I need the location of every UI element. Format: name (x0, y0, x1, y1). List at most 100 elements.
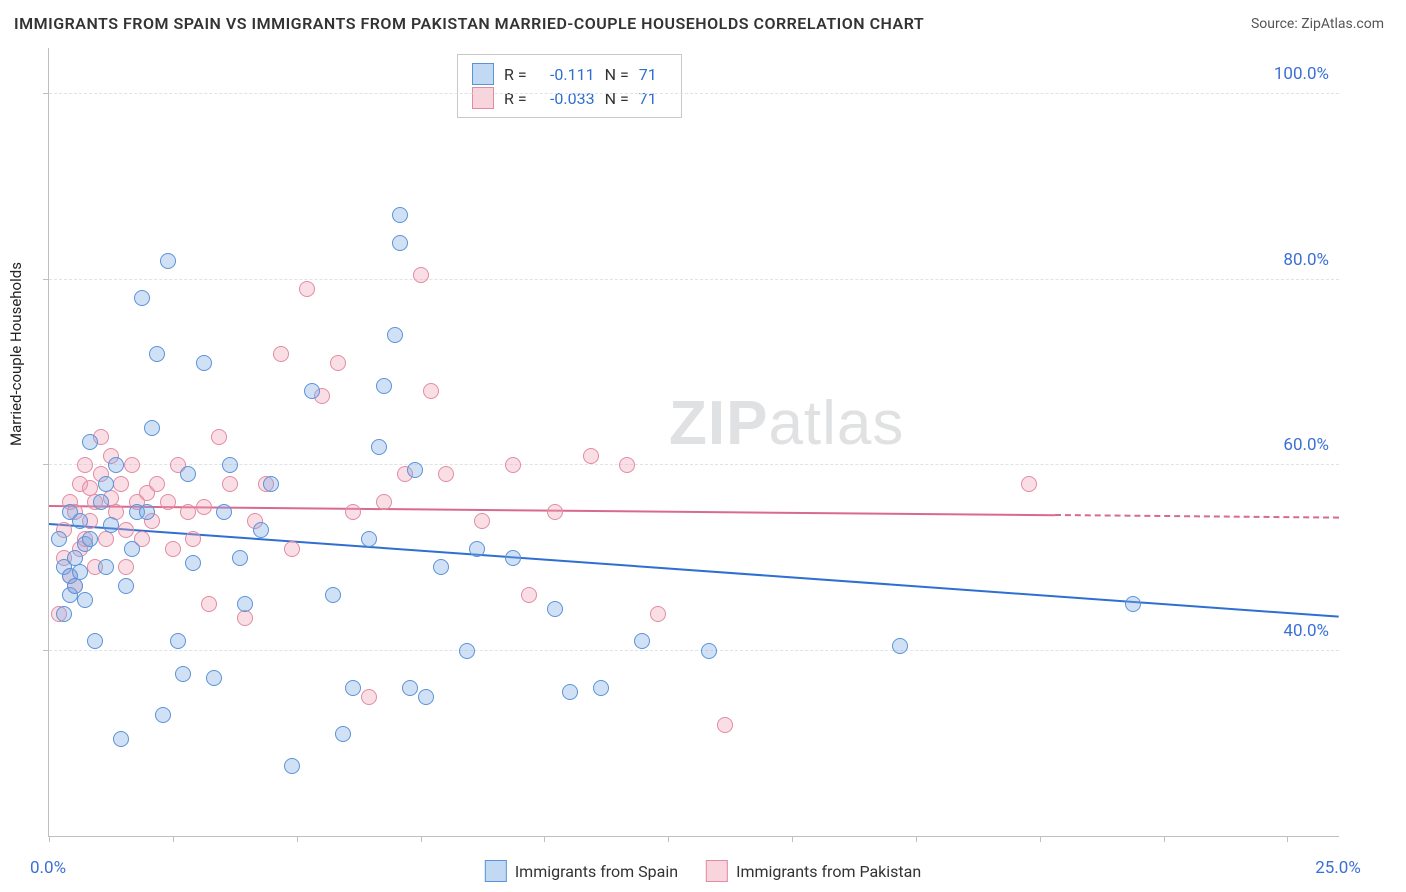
data-point (387, 327, 403, 343)
data-point (273, 346, 289, 362)
data-point (1021, 476, 1037, 492)
y-tick-label: 60.0% (1283, 435, 1329, 455)
data-point (185, 531, 201, 547)
data-point (149, 476, 165, 492)
scatter-plot-area: ZIPatlas R = -0.111 N = 71 R = -0.033 N … (48, 48, 1339, 837)
data-point (232, 550, 248, 566)
data-point (67, 578, 83, 594)
data-point (51, 531, 67, 547)
data-point (376, 378, 392, 394)
data-point (134, 290, 150, 306)
data-point (299, 281, 315, 297)
data-point (547, 601, 563, 617)
data-point (376, 494, 392, 510)
data-point (93, 494, 109, 510)
data-point (103, 517, 119, 533)
data-point (701, 643, 717, 659)
gridline (49, 93, 1339, 94)
watermark: ZIPatlas (669, 388, 904, 459)
data-point (144, 420, 160, 436)
data-point (547, 504, 563, 520)
data-point (113, 731, 129, 747)
data-point (263, 476, 279, 492)
data-point (56, 606, 72, 622)
stats-row-spain: R = -0.111 N = 71 (472, 63, 667, 85)
data-point (402, 680, 418, 696)
data-point (469, 541, 485, 557)
data-point (284, 758, 300, 774)
bottom-legend: Immigrants from Spain Immigrants from Pa… (485, 860, 921, 882)
data-point (717, 717, 733, 733)
data-point (634, 633, 650, 649)
x-tick (544, 836, 545, 842)
data-point (505, 457, 521, 473)
data-point (77, 457, 93, 473)
data-point (155, 707, 171, 723)
data-point (392, 207, 408, 223)
y-tick-label: 80.0% (1283, 250, 1329, 270)
data-point (206, 670, 222, 686)
data-point (335, 726, 351, 742)
data-point (98, 476, 114, 492)
data-point (118, 559, 134, 575)
swatch-pink (706, 860, 728, 882)
x-tick (1164, 836, 1165, 842)
data-point (98, 531, 114, 547)
data-point (521, 587, 537, 603)
data-point (160, 253, 176, 269)
data-point (77, 592, 93, 608)
x-tick (916, 836, 917, 842)
legend-item-spain: Immigrants from Spain (485, 860, 678, 882)
y-tick-label: 100.0% (1274, 64, 1329, 84)
data-point (170, 633, 186, 649)
x-tick (173, 836, 174, 842)
y-tick (43, 279, 49, 280)
stats-row-pakistan: R = -0.033 N = 71 (472, 87, 667, 109)
data-point (583, 448, 599, 464)
data-point (237, 610, 253, 626)
data-point (237, 596, 253, 612)
data-point (892, 638, 908, 654)
data-point (474, 513, 490, 529)
data-point (216, 504, 232, 520)
data-point (304, 383, 320, 399)
data-point (505, 550, 521, 566)
data-point (72, 564, 88, 580)
y-axis-label: Married-couple Households (7, 262, 25, 446)
data-point (407, 462, 423, 478)
data-point (253, 522, 269, 538)
y-tick-label: 40.0% (1283, 621, 1329, 641)
data-point (222, 476, 238, 492)
data-point (284, 541, 300, 557)
swatch-pink (472, 87, 494, 109)
trend-line-dash (1055, 514, 1339, 519)
data-point (418, 689, 434, 705)
data-point (413, 267, 429, 283)
y-tick (43, 464, 49, 465)
data-point (113, 476, 129, 492)
data-point (108, 457, 124, 473)
data-point (1125, 596, 1141, 612)
data-point (139, 504, 155, 520)
data-point (149, 346, 165, 362)
data-point (593, 680, 609, 696)
x-tick (49, 836, 50, 842)
data-point (371, 439, 387, 455)
data-point (98, 559, 114, 575)
data-point (345, 680, 361, 696)
gridline (49, 464, 1339, 465)
data-point (180, 504, 196, 520)
data-point (118, 578, 134, 594)
swatch-blue (472, 63, 494, 85)
data-point (459, 643, 475, 659)
data-point (82, 434, 98, 450)
x-tick-label: 25.0% (1315, 858, 1361, 878)
data-point (196, 355, 212, 371)
data-point (201, 596, 217, 612)
data-point (175, 666, 191, 682)
y-tick (43, 650, 49, 651)
x-tick-label: 0.0% (30, 858, 66, 878)
x-tick (297, 836, 298, 842)
data-point (392, 235, 408, 251)
chart-title: IMMIGRANTS FROM SPAIN VS IMMIGRANTS FROM… (14, 14, 924, 33)
